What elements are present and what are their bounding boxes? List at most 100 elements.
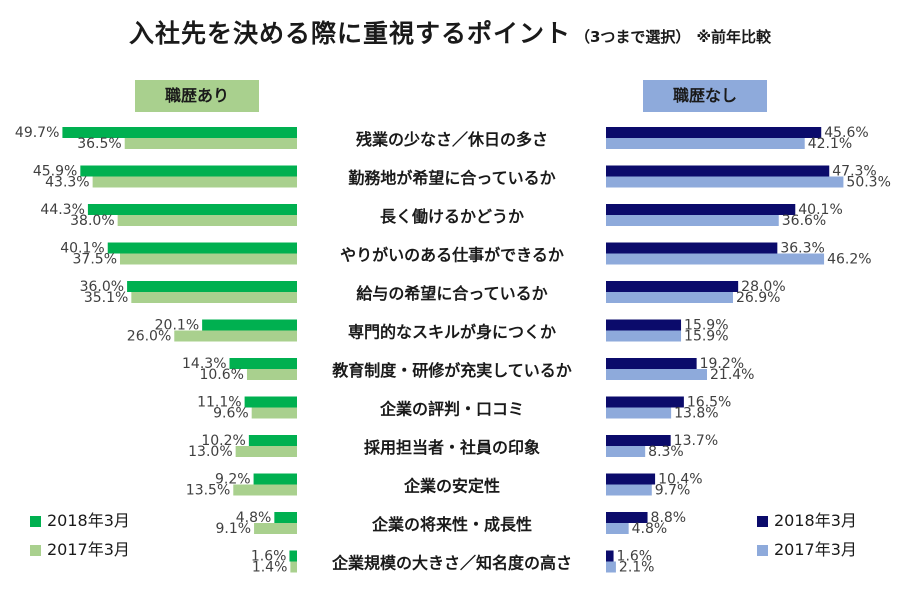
value-label-right-2017: 46.2% — [827, 252, 871, 268]
panel-header-left: 職歴あり — [135, 80, 259, 112]
bar-left-2018 — [87, 204, 298, 215]
bar-right-2017 — [606, 484, 652, 496]
value-label-left-2017: 9.6% — [213, 406, 249, 422]
bar-right-2018 — [606, 242, 778, 254]
legend-left-2018: 2018年3月 — [30, 507, 130, 531]
value-label-left-2018: 49.7% — [15, 125, 59, 141]
bar-right-2018 — [606, 358, 697, 369]
value-label-right-2017: 13.8% — [674, 406, 718, 422]
bar-right-2017 — [606, 446, 646, 457]
value-label-left-2018: 9.2% — [215, 472, 251, 488]
value-label-right-2017: 2.1% — [619, 560, 655, 576]
legend-swatch-left-2018 — [30, 516, 41, 527]
bar-right-2018 — [606, 550, 614, 562]
bar-right-2018 — [606, 319, 682, 331]
chart-title: 入社先を決める際に重視するポイント — [128, 19, 571, 48]
bar-left-2017 — [124, 138, 297, 149]
bar-right-2017 — [606, 407, 672, 419]
value-label-left-2017: 38.0% — [70, 213, 114, 229]
bar-right-2018 — [606, 435, 671, 446]
bar-left-2018 — [244, 396, 297, 408]
value-label-right-2018: 19.2% — [700, 356, 744, 372]
bar-left-2018 — [80, 165, 298, 177]
value-label-left-2018: 45.9% — [33, 164, 77, 180]
category-label: 企業の評判・口コミ — [379, 400, 524, 419]
category-label: 残業の少なさ／休日の多さ — [356, 130, 548, 149]
panel-header-right: 職歴なし — [643, 80, 767, 112]
category-label: 教育制度・研修が充実しているか — [332, 361, 572, 380]
value-label-left-2018: 14.3% — [182, 356, 226, 372]
value-label-right-2017: 9.7% — [655, 483, 691, 499]
value-label-right-2018: 1.6% — [617, 549, 653, 565]
value-label-right-2017: 26.9% — [736, 290, 780, 306]
bar-left-2017 — [246, 369, 297, 380]
value-label-left-2017: 26.0% — [127, 329, 171, 345]
bar-right-2017 — [606, 253, 825, 265]
chart-subtitle: （3つまで選択） — [574, 28, 691, 46]
value-label-left-2017: 13.0% — [188, 444, 232, 460]
bar-left-2017 — [233, 484, 297, 496]
legend-left-2017: 2017年3月 — [30, 536, 130, 560]
bar-right-2017 — [606, 292, 733, 303]
category-label: 企業の安定性 — [403, 477, 500, 496]
value-label-right-2017: 4.8% — [632, 521, 668, 537]
category-label: やりがいのある仕事ができるか — [340, 246, 564, 265]
value-label-right-2018: 13.7% — [674, 433, 718, 449]
chart-note: ※前年比較 — [696, 28, 772, 46]
value-label-right-2017: 50.3% — [846, 175, 890, 191]
bar-left-2017 — [117, 215, 297, 226]
bar-right-2018 — [606, 396, 684, 408]
value-label-left-2017: 36.5% — [77, 136, 121, 152]
bar-right-2017 — [606, 138, 805, 149]
value-label-right-2017: 8.3% — [648, 444, 684, 460]
value-label-left-2018: 11.1% — [197, 395, 241, 411]
bar-right-2017 — [606, 176, 844, 188]
bar-right-2017 — [606, 523, 629, 534]
value-label-right-2018: 10.4% — [658, 472, 702, 488]
bar-right-2018 — [606, 473, 656, 485]
bar-left-2017 — [251, 407, 297, 419]
value-label-left-2018: 20.1% — [155, 318, 199, 334]
value-label-right-2017: 15.9% — [684, 329, 728, 345]
value-label-right-2018: 45.6% — [824, 125, 868, 141]
bar-right-2018 — [606, 204, 796, 215]
category-label: 勤務地が希望に合っているか — [348, 169, 555, 188]
legend-swatch-right-2018 — [757, 516, 768, 527]
value-label-left-2017: 13.5% — [186, 483, 230, 499]
legend-label-left-2018: 2018年3月 — [47, 511, 130, 530]
bar-left-2018 — [107, 242, 297, 254]
value-label-left-2018: 36.0% — [80, 279, 124, 295]
category-label: 長く働けるかどうか — [380, 207, 524, 226]
bar-right-2018 — [606, 512, 648, 523]
category-label: 給与の希望に合っているか — [356, 284, 547, 303]
bar-left-2017 — [174, 330, 297, 342]
title-row: 入社先を決める際に重視するポイント （3つまで選択） ※前年比較 — [0, 14, 900, 50]
bar-left-2018 — [289, 550, 297, 562]
bar-right-2018 — [606, 165, 830, 177]
value-label-right-2018: 8.8% — [651, 510, 687, 526]
bar-left-2018 — [62, 127, 297, 138]
value-label-left-2017: 10.6% — [199, 367, 243, 383]
bar-right-2017 — [606, 215, 779, 226]
legend-label-right-2017: 2017年3月 — [774, 540, 857, 559]
legend-right-2017: 2017年3月 — [757, 536, 857, 560]
legend-right-2018: 2018年3月 — [757, 507, 857, 531]
category-label: 企業規模の大きさ／知名度の高さ — [331, 554, 572, 573]
bar-left-2017 — [235, 446, 297, 457]
value-label-left-2018: 4.8% — [236, 510, 272, 526]
bar-left-2017 — [120, 253, 297, 265]
bar-right-2017 — [606, 330, 682, 342]
value-label-right-2018: 15.9% — [684, 318, 728, 334]
bar-right-2018 — [606, 127, 822, 138]
bar-left-2018 — [202, 319, 297, 331]
category-label: 専門的なスキルが身につくか — [348, 323, 556, 342]
bar-right-2017 — [606, 369, 708, 380]
bar-left-2017 — [290, 561, 297, 573]
legend-swatch-left-2017 — [30, 545, 41, 556]
value-label-right-2017: 42.1% — [808, 136, 852, 152]
value-label-right-2018: 40.1% — [798, 202, 842, 218]
bar-left-2017 — [92, 176, 298, 188]
value-label-right-2018: 28.0% — [741, 279, 785, 295]
